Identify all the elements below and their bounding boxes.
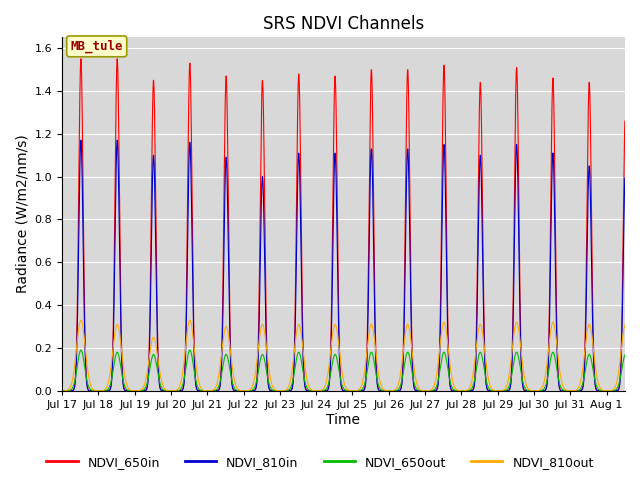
NDVI_650in	[183, 234, 191, 240]
NDVI_810in	[422, 388, 430, 394]
NDVI_650in	[422, 388, 430, 394]
NDVI_650in	[605, 388, 613, 394]
NDVI_810in	[77, 137, 84, 143]
NDVI_650out	[77, 347, 84, 353]
NDVI_810out	[58, 388, 66, 394]
NDVI_650out	[430, 387, 438, 393]
NDVI_810out	[621, 323, 628, 328]
NDVI_650in	[430, 388, 438, 394]
NDVI_650in	[568, 388, 576, 394]
NDVI_810in	[183, 272, 191, 277]
X-axis label: Time: Time	[326, 413, 360, 427]
NDVI_810out	[77, 317, 84, 323]
Line: NDVI_810out: NDVI_810out	[62, 320, 625, 391]
NDVI_810in	[430, 388, 438, 394]
Title: SRS NDVI Channels: SRS NDVI Channels	[263, 15, 424, 33]
NDVI_650in	[77, 56, 84, 61]
NDVI_650out	[58, 388, 66, 394]
NDVI_810in	[621, 175, 628, 181]
NDVI_810out	[422, 388, 430, 394]
Text: MB_tule: MB_tule	[70, 40, 123, 53]
NDVI_810in	[58, 388, 66, 394]
NDVI_810out	[234, 386, 242, 392]
NDVI_650in	[234, 388, 242, 394]
NDVI_810in	[605, 388, 613, 394]
NDVI_810out	[183, 329, 191, 335]
NDVI_650out	[621, 352, 628, 358]
Line: NDVI_650in: NDVI_650in	[62, 59, 625, 391]
NDVI_650out	[234, 388, 242, 394]
Legend: NDVI_650in, NDVI_810in, NDVI_650out, NDVI_810out: NDVI_650in, NDVI_810in, NDVI_650out, NDV…	[41, 451, 599, 474]
Line: NDVI_650out: NDVI_650out	[62, 350, 625, 391]
NDVI_650out	[422, 388, 430, 394]
NDVI_650out	[183, 357, 191, 363]
NDVI_810out	[605, 388, 613, 394]
NDVI_810out	[568, 388, 576, 394]
NDVI_650out	[605, 388, 613, 394]
NDVI_810in	[568, 388, 576, 394]
NDVI_650in	[58, 388, 66, 394]
NDVI_650in	[621, 119, 628, 124]
NDVI_810out	[430, 383, 438, 389]
NDVI_810in	[234, 388, 242, 394]
NDVI_650out	[568, 388, 576, 394]
Y-axis label: Radiance (W/m2/nm/s): Radiance (W/m2/nm/s)	[15, 135, 29, 293]
Line: NDVI_810in: NDVI_810in	[62, 140, 625, 391]
